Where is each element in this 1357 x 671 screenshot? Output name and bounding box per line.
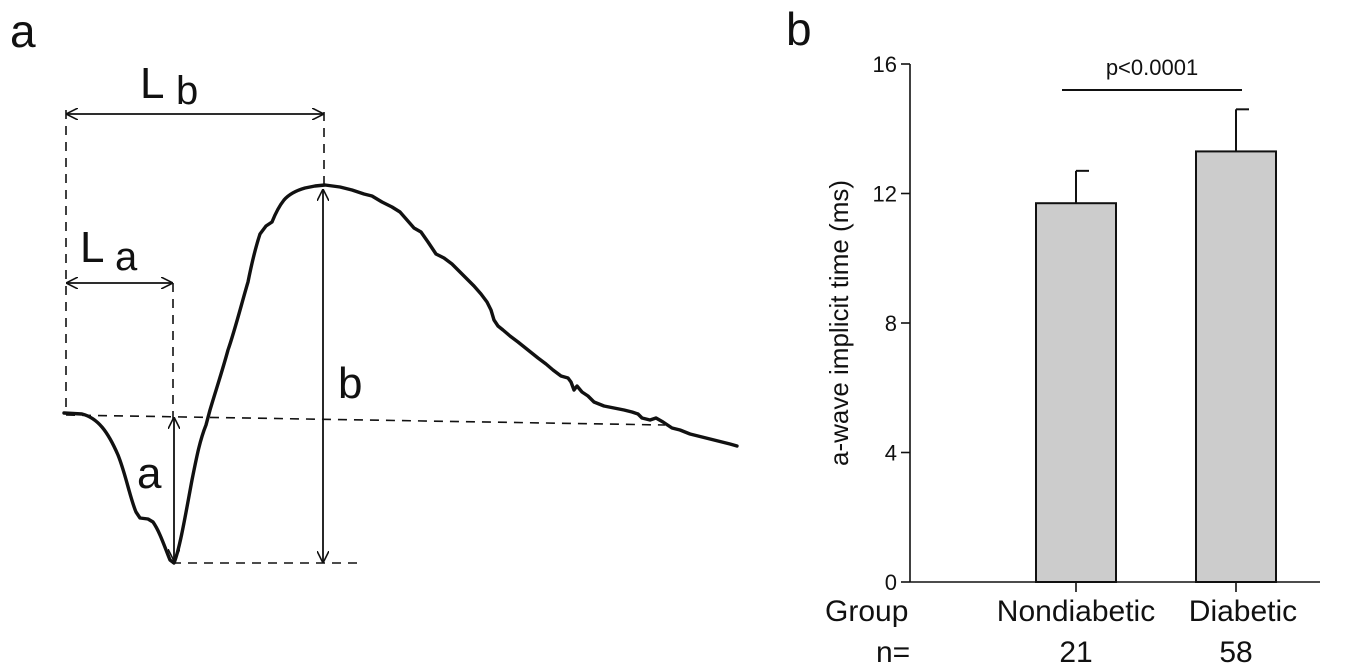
b-amplitude-label: b bbox=[338, 359, 362, 408]
y-axis-label: a-wave implicit time (ms) bbox=[824, 180, 854, 466]
bar-nondiabetic bbox=[1035, 202, 1117, 583]
p-value-annotation: p<0.0001 bbox=[1106, 55, 1198, 80]
y-tick-label: 0 bbox=[885, 570, 897, 595]
y-tick-label: 8 bbox=[885, 311, 897, 336]
la-label-subscript: a bbox=[115, 235, 138, 279]
panel-letter-a: a bbox=[10, 5, 36, 57]
erg-trace bbox=[62, 183, 739, 565]
category-label-nondiabetic: Nondiabetic bbox=[997, 595, 1155, 628]
lb-label-main: L bbox=[140, 59, 164, 108]
baseline-guide bbox=[65, 414, 666, 426]
y-tick-label: 16 bbox=[873, 52, 897, 77]
panel-letter-b: b bbox=[786, 3, 812, 55]
bar-diabetic bbox=[1195, 150, 1277, 583]
a-amplitude-label: a bbox=[137, 449, 162, 498]
n-row-label: n= bbox=[876, 636, 910, 669]
category-label-diabetic: Diabetic bbox=[1189, 595, 1297, 628]
group-row-label: Group bbox=[825, 595, 908, 628]
n-value-diabetic: 58 bbox=[1219, 636, 1252, 669]
lb-label-subscript: b bbox=[176, 69, 198, 113]
y-tick-label: 12 bbox=[873, 182, 897, 207]
y-tick-label: 4 bbox=[885, 441, 897, 466]
n-value-nondiabetic: 21 bbox=[1059, 636, 1092, 669]
la-label-main: L bbox=[80, 223, 104, 272]
